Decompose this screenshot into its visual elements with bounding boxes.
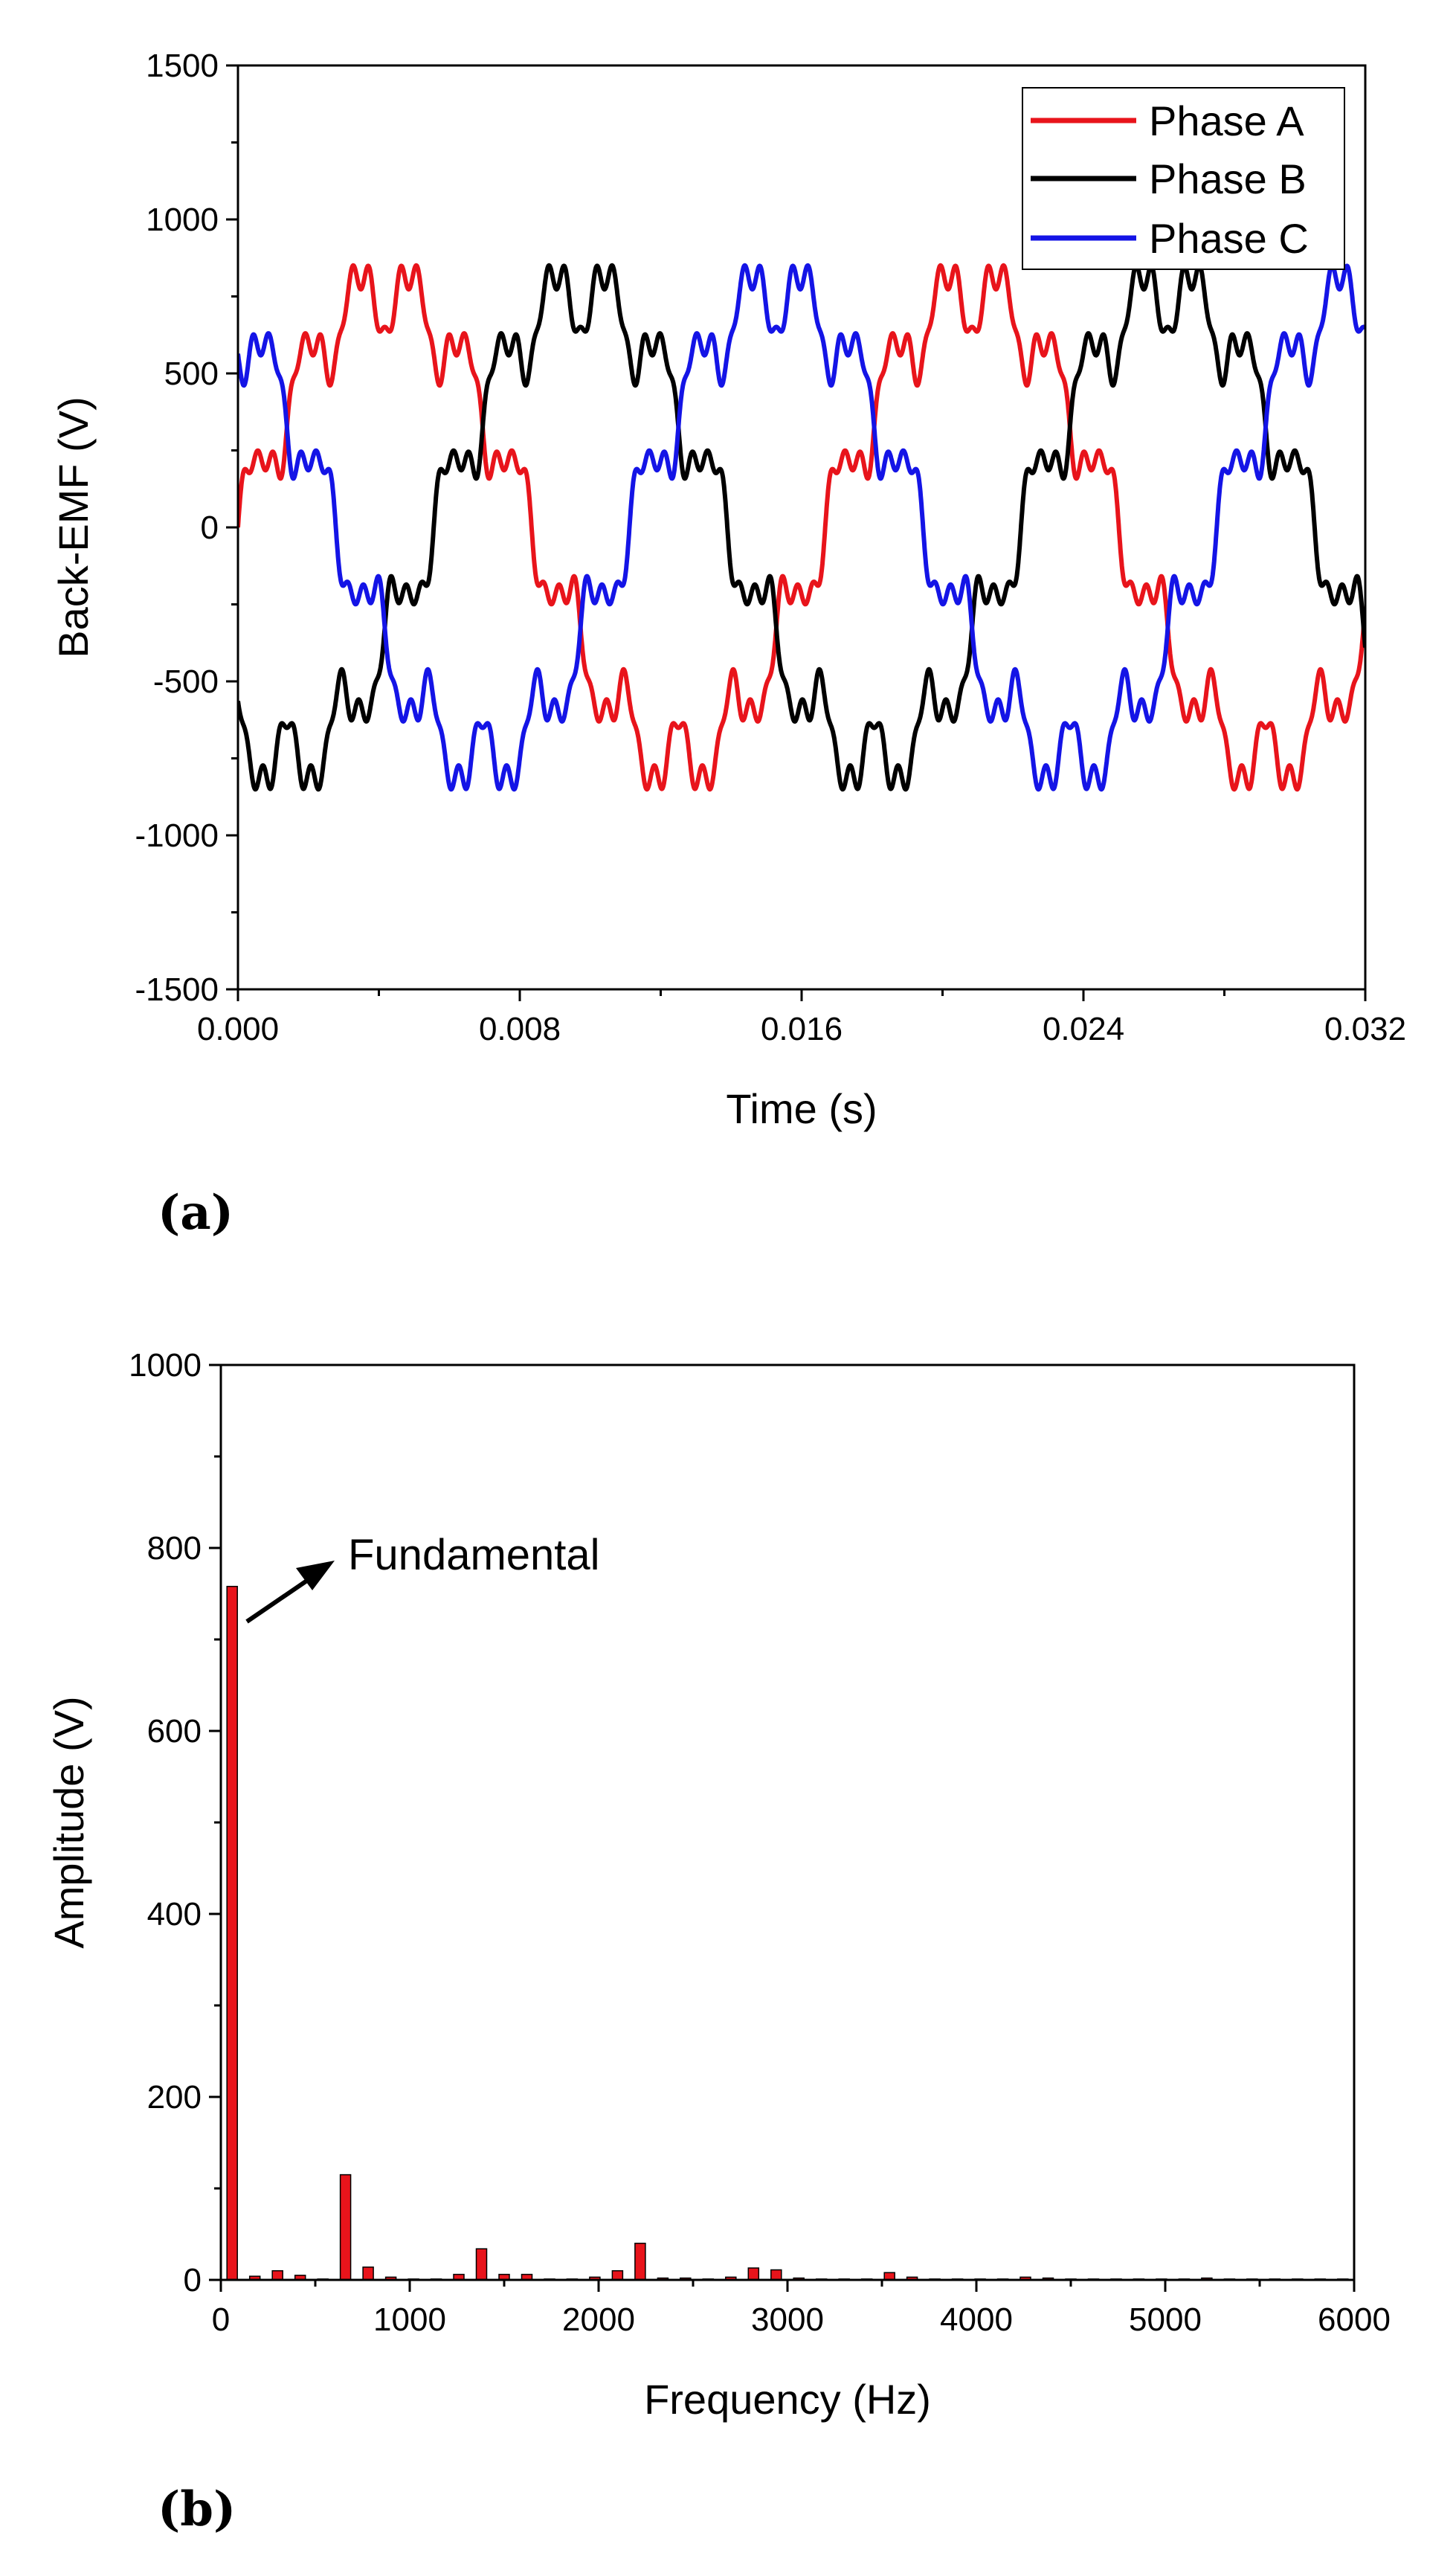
chart-a-x-tick-label: 0.032 [1324, 1011, 1406, 1047]
spectrum-bar-300hz [271, 2269, 283, 2281]
chart-a-x-tick-label: 0.024 [1043, 1011, 1124, 1047]
panel-label-b: (b) [158, 2481, 236, 2537]
chart-a-x-tick-label: 0.016 [761, 1011, 843, 1047]
chart-a-y-tick-label: 1500 [146, 48, 219, 84]
chart-b-y-tick-label: 1000 [129, 1347, 202, 1384]
spectrum-bar-2100hz [611, 2269, 624, 2281]
chart-b-y-tick-label: 0 [184, 2262, 202, 2298]
chart-b-x-axis-label: Frequency (Hz) [644, 2376, 931, 2423]
chart-a-y-tick-label: -1000 [135, 817, 219, 854]
chart-a-series-group [238, 263, 1365, 792]
chart-b-y-tick-label: 800 [147, 1530, 202, 1567]
chart-b-x-tick-label: 2000 [562, 2301, 635, 2338]
legend-label-phase-b: Phase B [1149, 155, 1307, 202]
chart-b-y-tick-label: 400 [147, 1896, 202, 1933]
legend-label-phase-c: Phase C [1149, 215, 1309, 262]
chart-b-y-tick-label: 200 [147, 2079, 202, 2116]
fundamental-arrow-shaft [245, 1575, 314, 1624]
chart-b-plot-frame [219, 1363, 1356, 2281]
spectrum-bar-60hz [226, 1585, 238, 2281]
chart-a-y-tick-label: 500 [164, 356, 219, 392]
spectrum-bar-1380hz [475, 2248, 488, 2281]
chart-b-x-tick-label: 5000 [1129, 2301, 1202, 2338]
chart-a-y-tick-label: -1500 [135, 971, 219, 1008]
series-line-phase-b [238, 263, 1365, 792]
chart-a-y-tick-label: 1000 [146, 202, 219, 238]
chart-b-x-tick-label: 0 [212, 2301, 230, 2338]
series-line-phase-c [238, 263, 1365, 792]
fundamental-label: Fundamental [348, 1531, 600, 1579]
chart-b-axes: 0 1000 2000 3000 4000 5000 6000 0 200 400 600 800 10… [129, 1347, 1391, 2338]
spectrum-bar-660hz [339, 2174, 352, 2281]
chart-b-bars [226, 1585, 1349, 2281]
fundamental-arrow-head [296, 1561, 335, 1590]
chart-a-x-tick-label: 0.008 [479, 1011, 561, 1047]
chart-b-x-tick-label: 4000 [940, 2301, 1013, 2338]
chart-b-x-tick-label: 3000 [751, 2301, 824, 2338]
chart-a-y-tick-label: -500 [153, 664, 219, 700]
chart-a: 0.000 0.008 0.016 0.024 0.032 -1500 -1000 -500 0… [50, 48, 1406, 1241]
spectrum-bar-2820hz [747, 2267, 760, 2281]
spectrum-bar-2940hz [770, 2269, 782, 2281]
chart-a-x-axis-label: Time (s) [726, 1085, 877, 1132]
chart-b-x-tick-label: 1000 [373, 2301, 446, 2338]
legend-label-phase-a: Phase A [1149, 97, 1304, 144]
chart-a-y-tick-label: 0 [201, 510, 219, 546]
spectrum-bar-780hz [362, 2267, 374, 2281]
chart-a-x-tick-label: 0.000 [197, 1011, 279, 1047]
chart-a-y-axis-label: Back-EMF (V) [50, 396, 97, 658]
fundamental-annotation: Fundamental [245, 1531, 600, 1624]
chart-b-y-axis-label: Amplitude (V) [45, 1696, 92, 1948]
series-line-phase-a [238, 263, 1365, 792]
chart-a-axes: 0.000 0.008 0.016 0.024 0.032 -1500 -1000 -500 0… [135, 48, 1406, 1047]
chart-b-y-tick-label: 600 [147, 1713, 202, 1750]
chart-b: 0 1000 2000 3000 4000 5000 6000 0 200 400 600 800 10… [45, 1347, 1391, 2537]
chart-a-legend: Phase A Phase B Phase C [1022, 87, 1345, 270]
panel-label-a: (a) [158, 1185, 233, 1241]
chart-b-x-tick-label: 6000 [1318, 2301, 1391, 2338]
spectrum-bar-2220hz [634, 2243, 646, 2281]
